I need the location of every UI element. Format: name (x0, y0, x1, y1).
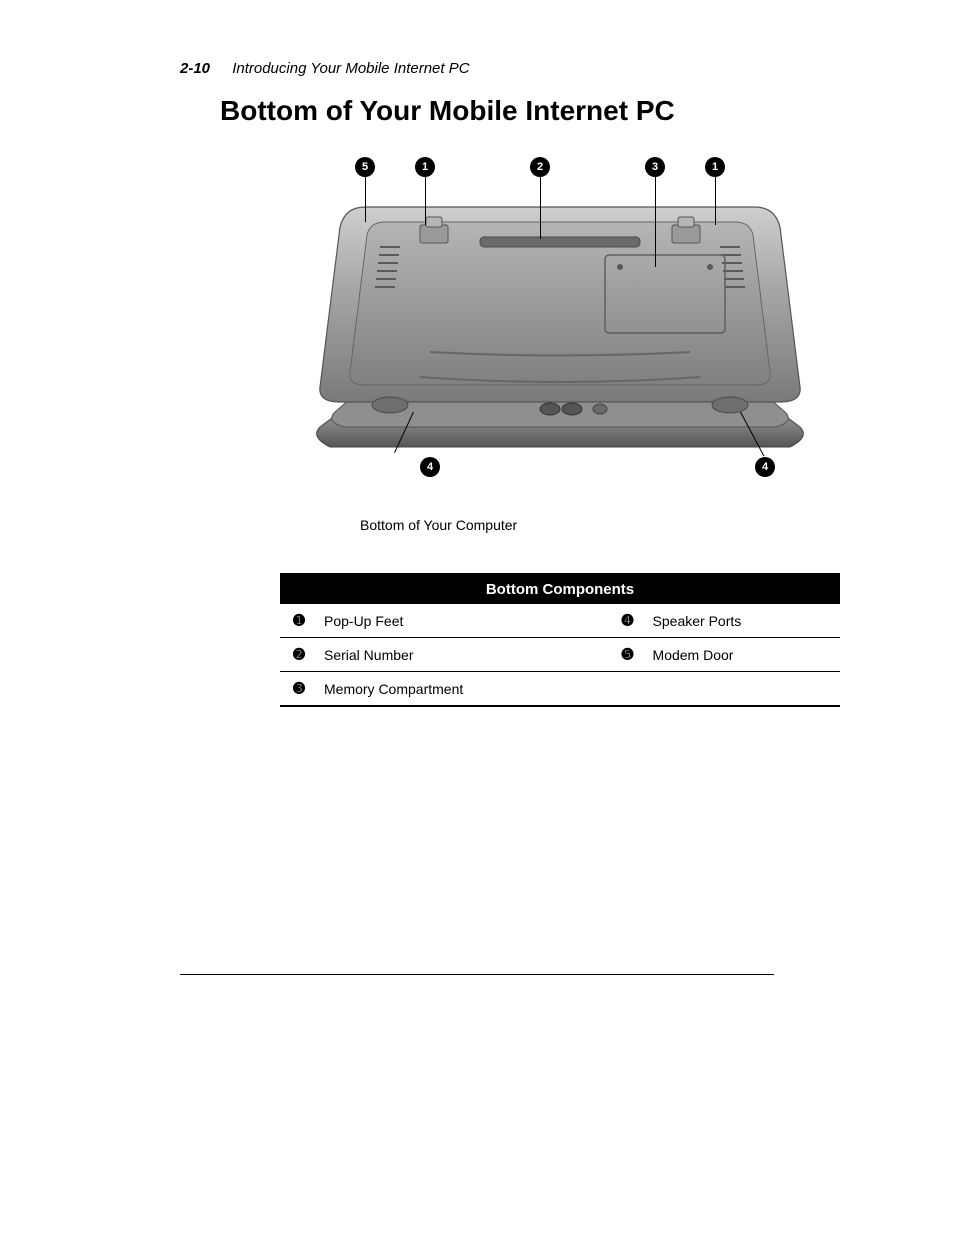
components-table-wrap: Bottom Components ➊ Pop-Up Feet ➍ Speake… (280, 573, 840, 707)
row-num (609, 672, 647, 706)
components-table: ➊ Pop-Up Feet ➍ Speaker Ports ➋ Serial N… (280, 604, 840, 705)
callout-1a: 1 (415, 157, 435, 177)
row-label: Modem Door (647, 638, 840, 672)
callout-5: 5 (355, 157, 375, 177)
row-label: Serial Number (318, 638, 609, 672)
row-label (647, 672, 840, 706)
page-title: Bottom of Your Mobile Internet PC (220, 95, 874, 127)
figure-container: 5 1 2 3 1 4 4 Bottom of Your Computer (280, 157, 840, 533)
running-header: 2-10 Introducing Your Mobile Internet PC (180, 60, 874, 77)
callout-3: 3 (645, 157, 665, 177)
row-num: ➎ (609, 638, 647, 672)
row-num: ➌ (280, 672, 318, 706)
callout-2: 2 (530, 157, 550, 177)
laptop-bottom-figure: 5 1 2 3 1 4 4 (280, 157, 840, 497)
leader (425, 177, 426, 225)
table-title: Bottom Components (280, 575, 840, 604)
footer-rule (180, 974, 774, 975)
row-num: ➋ (280, 638, 318, 672)
table-row: ➊ Pop-Up Feet ➍ Speaker Ports (280, 604, 840, 638)
callout-4b: 4 (755, 457, 775, 477)
row-label: Pop-Up Feet (318, 604, 609, 638)
callout-1b: 1 (705, 157, 725, 177)
row-num: ➍ (609, 604, 647, 638)
laptop-svg (280, 157, 840, 497)
table-row: ➋ Serial Number ➎ Modem Door (280, 638, 840, 672)
leader (655, 177, 656, 267)
table-row: ➌ Memory Compartment (280, 672, 840, 706)
callout-4a: 4 (420, 457, 440, 477)
row-num: ➊ (280, 604, 318, 638)
chapter-title: Introducing Your Mobile Internet PC (232, 60, 469, 77)
leader (540, 177, 541, 239)
row-label: Speaker Ports (647, 604, 840, 638)
figure-caption: Bottom of Your Computer (360, 517, 840, 533)
page-number: 2-10 (180, 60, 210, 77)
leader (715, 177, 716, 225)
row-label: Memory Compartment (318, 672, 609, 706)
leader (365, 177, 366, 222)
